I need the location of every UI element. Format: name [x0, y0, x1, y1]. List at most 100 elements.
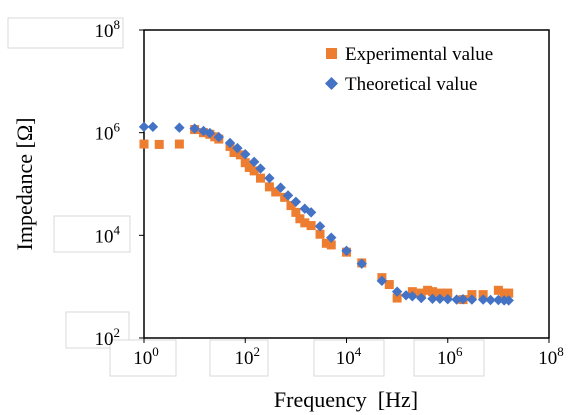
theoretical-point-26	[416, 292, 427, 304]
experimental-point-1	[154, 139, 164, 149]
series-theoretical	[138, 121, 514, 306]
theoretical-point-24	[400, 290, 412, 301]
experimental-point-19	[291, 207, 301, 217]
x-axis-ticks: 100 102 104 106 108	[133, 338, 564, 369]
experimental-point-35	[435, 288, 445, 298]
theoretical-point-13	[275, 182, 286, 193]
x-axis-title: Frequency [Hz]	[274, 387, 418, 412]
label-box-y4	[53, 215, 131, 253]
theoretical-point-11	[255, 163, 266, 174]
theoretical-point-25	[407, 291, 418, 302]
label-box-x2	[209, 339, 269, 377]
experimental-point-21	[300, 218, 310, 228]
experimental-point-2	[174, 139, 184, 149]
theoretical-point-10	[248, 156, 260, 168]
x-tick-label-6-exponent: 6	[456, 344, 463, 359]
experimental-point-18	[286, 201, 296, 211]
experimental-point-20	[295, 214, 305, 224]
theoretical-point-19	[326, 232, 337, 243]
experimental-point-13	[249, 166, 259, 176]
theoretical-point-0	[138, 121, 150, 133]
experimental-point-9	[229, 148, 239, 158]
experimental-point-24	[321, 238, 331, 248]
theoretical-point-9	[240, 149, 251, 160]
theoretical-point-12	[264, 172, 275, 184]
theoretical-point-31	[457, 293, 469, 305]
legend-marker-experimental	[326, 48, 337, 59]
theoretical-point-21	[356, 258, 367, 269]
x-tick-label-0-base: 10	[133, 348, 152, 369]
x-tick-label-2-exponent: 2	[254, 344, 261, 359]
theoretical-point-34	[485, 294, 496, 306]
theoretical-point-14	[282, 190, 294, 201]
experimental-point-25	[326, 240, 336, 250]
x-tick-label-8: 108	[538, 344, 564, 369]
experimental-point-40	[493, 285, 503, 295]
experimental-point-14	[255, 173, 265, 183]
legend-label-theoretical: Theoretical value	[345, 74, 477, 95]
label-box-x6	[413, 339, 485, 377]
experimental-point-12	[244, 162, 254, 172]
theoretical-point-23	[391, 286, 403, 297]
experimental-point-34	[428, 287, 438, 297]
y-axis-title: Impedance [Ω]	[12, 118, 37, 251]
theoretical-point-37	[503, 295, 514, 306]
experimental-point-0	[139, 139, 149, 149]
x-tick-label-4-exponent: 4	[355, 344, 362, 359]
theoretical-point-27	[427, 293, 438, 305]
theoretical-point-20	[341, 245, 352, 256]
theoretical-point-17	[305, 207, 317, 218]
y-tick-label-8-exponent: 8	[114, 17, 121, 32]
experimental-point-23	[315, 229, 325, 239]
y-tick-label-4: 104	[95, 222, 121, 247]
theoretical-point-18	[314, 221, 326, 232]
experimental-point-15	[264, 182, 274, 192]
experimental-point-16	[271, 187, 281, 197]
theoretical-point-3	[189, 123, 200, 134]
y-tick-label-4-exponent: 4	[114, 222, 121, 237]
x-tick-label-6-base: 10	[437, 348, 456, 369]
experimental-point-11	[240, 158, 250, 168]
theoretical-point-28	[434, 293, 446, 305]
theoretical-point-32	[466, 294, 478, 305]
theoretical-point-29	[442, 293, 453, 305]
label-box-x4	[313, 339, 385, 377]
theoretical-point-5	[204, 127, 216, 139]
y-tick-label-8-base: 10	[95, 21, 114, 42]
x-tick-label-2: 102	[235, 344, 261, 369]
theoretical-point-2	[174, 122, 185, 133]
y-tick-label-6: 106	[95, 120, 121, 145]
x-tick-label-0-exponent: 0	[152, 344, 159, 359]
theoretical-point-15	[290, 196, 302, 208]
theoretical-point-22	[376, 275, 388, 287]
experimental-point-42	[504, 288, 514, 298]
theoretical-point-35	[493, 294, 504, 306]
legend: Experimental value Theoretical value	[325, 44, 493, 95]
label-boxes	[7, 17, 485, 377]
theoretical-point-7	[224, 137, 236, 149]
theoretical-point-6	[213, 131, 224, 143]
y-tick-label-2: 102	[95, 325, 121, 350]
x-tick-label-2-base: 10	[235, 348, 254, 369]
x-tick-label-8-exponent: 8	[557, 344, 564, 359]
experimental-point-17	[280, 192, 290, 202]
legend-marker-theoretical	[325, 77, 338, 90]
y-tick-label-8: 108	[95, 17, 121, 42]
theoretical-point-1	[147, 121, 159, 133]
experimental-point-41	[499, 288, 509, 298]
experimental-point-30	[392, 293, 402, 303]
theoretical-point-8	[232, 142, 243, 154]
experimental-point-22	[306, 221, 316, 231]
plot-area	[143, 29, 550, 339]
theoretical-point-30	[451, 294, 462, 305]
y-tick-label-6-base: 10	[95, 124, 114, 145]
y-tick-label-2-exponent: 2	[114, 325, 121, 340]
label-box-y8	[7, 17, 124, 49]
legend-label-experimental: Experimental value	[345, 44, 493, 65]
x-tick-label-6: 106	[437, 344, 463, 369]
experimental-point-33	[423, 285, 433, 295]
theoretical-point-33	[477, 294, 489, 305]
experimental-point-10	[235, 150, 245, 160]
label-box-x0	[109, 339, 177, 377]
